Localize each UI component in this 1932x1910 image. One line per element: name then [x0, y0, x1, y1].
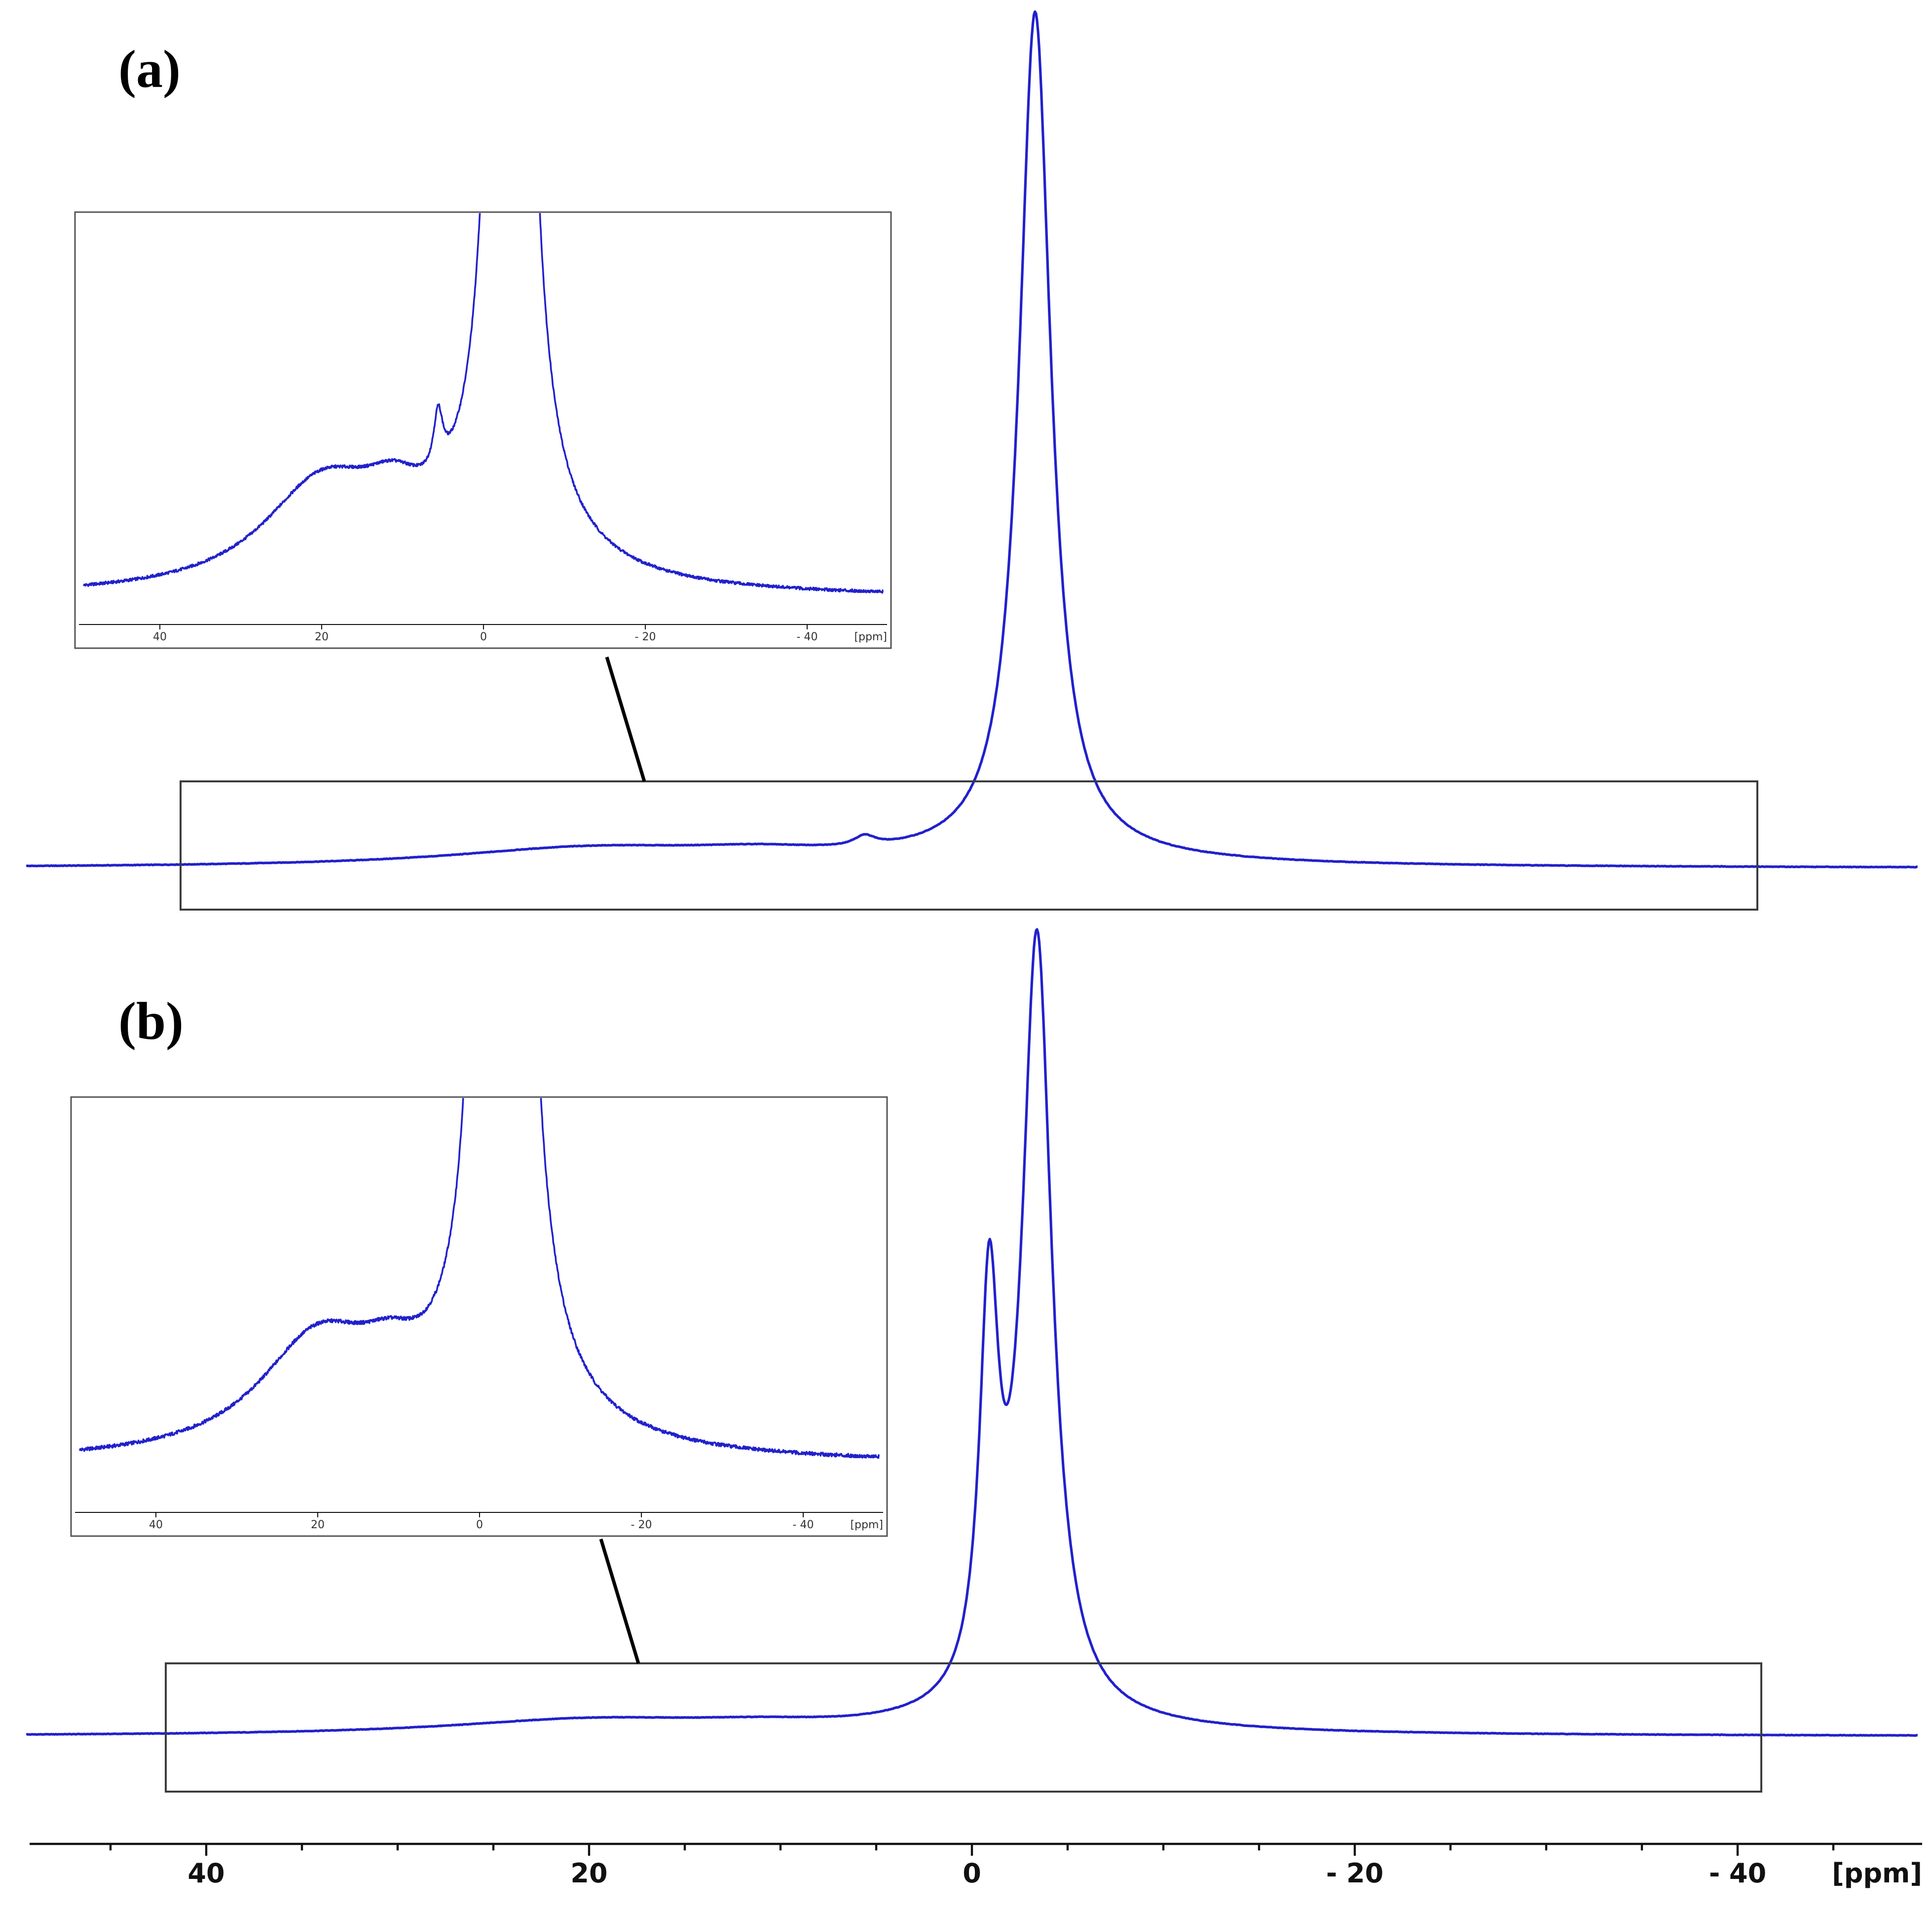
spectrum-line-b — [26, 928, 1918, 1737]
zoom-region-box-a — [180, 780, 1758, 911]
zoom-region-box-b — [165, 1662, 1762, 1793]
inset-a-tick-label: - 20 — [635, 631, 656, 643]
inset-a-tick-label: 40 — [153, 631, 167, 643]
panel-b: 40 20 0 - 20 - 40 [ppm] — [26, 928, 1918, 1793]
inset-spectrum-line-a — [83, 213, 884, 594]
main-ppm-axis: 40 20 0 - 20 - 40 [ppm] — [30, 1842, 1922, 1889]
inset-border-a — [74, 211, 892, 649]
inset-background-a — [75, 212, 891, 648]
main-tick-label: - 20 — [1326, 1858, 1383, 1889]
inset-b-tick-label: - 40 — [793, 1519, 814, 1531]
spectrum-line-a — [26, 10, 1918, 869]
panel-a-label: (a) — [118, 40, 181, 99]
inset-panel-b: 40 20 0 - 20 - 40 [ppm] — [70, 1096, 888, 1537]
main-tick-label: - 40 — [1709, 1858, 1766, 1889]
inset-background-b — [71, 1097, 887, 1536]
inset-b-tick-label: 0 — [476, 1519, 483, 1531]
main-tick-label: 40 — [187, 1858, 224, 1889]
main-tick-label: 20 — [570, 1858, 607, 1889]
inset-b-tick-label: 20 — [311, 1519, 325, 1531]
inset-panel-a: 40 20 0 - 20 - 40 [ppm] — [74, 211, 892, 649]
zoom-connector-line-b — [599, 1538, 640, 1664]
inset-a-tick-label: - 40 — [797, 631, 818, 643]
inset-a-tick-label: 0 — [480, 631, 487, 643]
inset-a-unit-label: [ppm] — [854, 631, 887, 643]
panel-b-label: (b) — [118, 992, 184, 1051]
inset-a-tick-label: 20 — [315, 631, 329, 643]
inset-b-tick-label: - 20 — [631, 1519, 652, 1531]
zoom-connector-line-a — [605, 656, 646, 782]
inset-axis-a: 40 20 0 - 20 - 40 [ppm] — [79, 624, 887, 643]
inset-b-tick-label: 40 — [149, 1519, 163, 1531]
main-tick-label: 0 — [963, 1858, 981, 1889]
inset-spectrum-line-b — [79, 1098, 880, 1459]
inset-border-b — [70, 1096, 888, 1537]
main-unit-label: [ppm] — [1832, 1858, 1922, 1889]
inset-b-unit-label: [ppm] — [850, 1519, 883, 1531]
spectra-render-root: 40 20 0 - 20 - 40 [ppm] 40 20 0 - 20 - 40 [ppm] 40 20… — [26, 10, 1922, 1889]
inset-axis-b: 40 20 0 - 20 - 40 [ppm] — [75, 1512, 883, 1531]
panel-a: 40 20 0 - 20 - 40 [ppm] — [26, 10, 1918, 911]
